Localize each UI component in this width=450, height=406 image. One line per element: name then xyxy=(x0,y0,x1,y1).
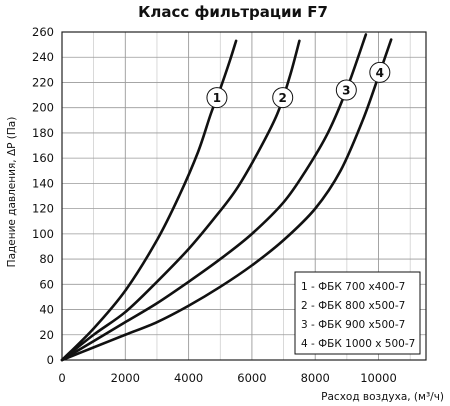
y-tick-label: 120 xyxy=(32,202,54,216)
tick-labels: 0 2000 4000 6000 8000 10000 0 20 40 60 80 100 120 140… xyxy=(32,25,397,385)
series-callouts: 1 2 3 4 xyxy=(206,61,391,109)
legend-entry: 4 - ФБК 1000 x 500-7 xyxy=(301,338,415,350)
y-tick-label: 60 xyxy=(39,277,54,291)
y-tick-label: 240 xyxy=(32,50,54,64)
y-tick-label: 220 xyxy=(32,75,54,89)
y-tick-label: 80 xyxy=(39,252,54,266)
y-tick-label: 40 xyxy=(39,303,54,317)
y-tick-label: 200 xyxy=(32,101,54,115)
y-tick-label: 160 xyxy=(32,151,54,165)
y-axis-label: Падение давления, ΔP (Па) xyxy=(6,117,18,268)
x-axis-label: Расход воздуха, (м³/ч) xyxy=(321,391,444,403)
x-tick-label: 0 xyxy=(58,371,65,385)
x-tick-label: 2000 xyxy=(111,371,140,385)
chart-title: Класс фильтрации F7 xyxy=(138,3,328,21)
x-tick-label: 10000 xyxy=(360,371,397,385)
y-tick-label: 100 xyxy=(32,227,54,241)
series-callout-circle xyxy=(206,87,228,109)
series-line-2 xyxy=(60,39,301,362)
y-tick-label: 20 xyxy=(39,328,54,342)
series-callout-circle xyxy=(335,79,357,101)
legend: 1 - ФБК 700 x400-7 2 - ФБК 800 x500-7 3 - … xyxy=(294,271,421,355)
x-tick-label: 4000 xyxy=(174,371,203,385)
series-line-3 xyxy=(60,33,368,362)
y-tick-label: 0 xyxy=(47,353,54,367)
plot-frame xyxy=(61,31,427,361)
y-tick-label: 260 xyxy=(32,25,54,39)
y-tick-label: 140 xyxy=(32,176,54,190)
series-line-1 xyxy=(60,39,238,362)
x-tick-label: 6000 xyxy=(237,371,266,385)
x-tick-label: 8000 xyxy=(301,371,330,385)
series-callout-label: 4 xyxy=(376,66,384,80)
series-callout-label: 3 xyxy=(342,84,350,98)
series-callout-circle xyxy=(369,61,391,83)
series-line-4 xyxy=(60,38,393,362)
series-callout-circle xyxy=(272,87,294,109)
legend-box xyxy=(294,271,421,355)
series-callout-label: 2 xyxy=(279,91,287,105)
legend-entry: 3 - ФБК 900 x500-7 xyxy=(301,319,405,331)
legend-entry: 1 - ФБК 700 x400-7 xyxy=(301,281,405,293)
y-tick-label: 180 xyxy=(32,126,54,140)
legend-entry: 2 - ФБК 800 x500-7 xyxy=(301,300,405,312)
series-callout-label: 1 xyxy=(213,91,221,105)
